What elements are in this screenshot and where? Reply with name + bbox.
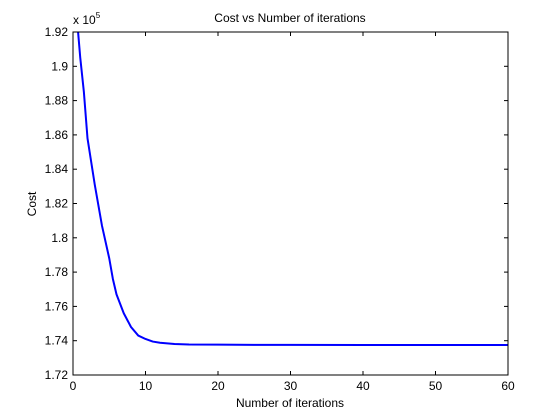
- x-axis-ticks: 0 10 20 30 40 50 60: [70, 32, 515, 393]
- y-tick-label: 1.82: [45, 197, 69, 211]
- y-multiplier-base: x 10: [73, 13, 96, 27]
- y-tick-label: 1.9: [51, 59, 68, 73]
- plot-area: [73, 32, 508, 375]
- y-tick-label: 1.74: [45, 334, 69, 348]
- chart-title: Cost vs Number of iterations: [214, 11, 365, 25]
- y-tick-label: 1.78: [45, 265, 69, 279]
- x-tick-label: 20: [211, 379, 225, 393]
- y-tick-label: 1.84: [45, 162, 69, 176]
- x-tick-label: 50: [429, 379, 443, 393]
- x-tick-label: 60: [501, 379, 515, 393]
- y-tick-label: 1.72: [45, 368, 69, 382]
- series-layer: [77, 31, 508, 346]
- y-tick-label: 1.92: [45, 25, 69, 39]
- x-axis-label: Number of iterations: [236, 396, 344, 410]
- cost-series-line: [77, 31, 508, 346]
- x-tick-label: 0: [70, 379, 77, 393]
- y-tick-label: 1.88: [45, 94, 69, 108]
- y-tick-label: 1.8: [51, 231, 68, 245]
- y-multiplier-label: x 105: [73, 11, 101, 27]
- y-tick-label: 1.86: [45, 128, 69, 142]
- x-tick-label: 10: [139, 379, 153, 393]
- y-axis-label: Cost: [25, 191, 39, 216]
- y-multiplier-exponent: 5: [96, 11, 101, 20]
- x-tick-label: 40: [356, 379, 370, 393]
- x-tick-label: 30: [284, 379, 298, 393]
- y-axis-ticks: 1.72 1.74 1.76 1.78 1.8 1.82 1.84 1.86 1.88 1.9 1.…: [45, 25, 508, 382]
- y-tick-label: 1.76: [45, 299, 69, 313]
